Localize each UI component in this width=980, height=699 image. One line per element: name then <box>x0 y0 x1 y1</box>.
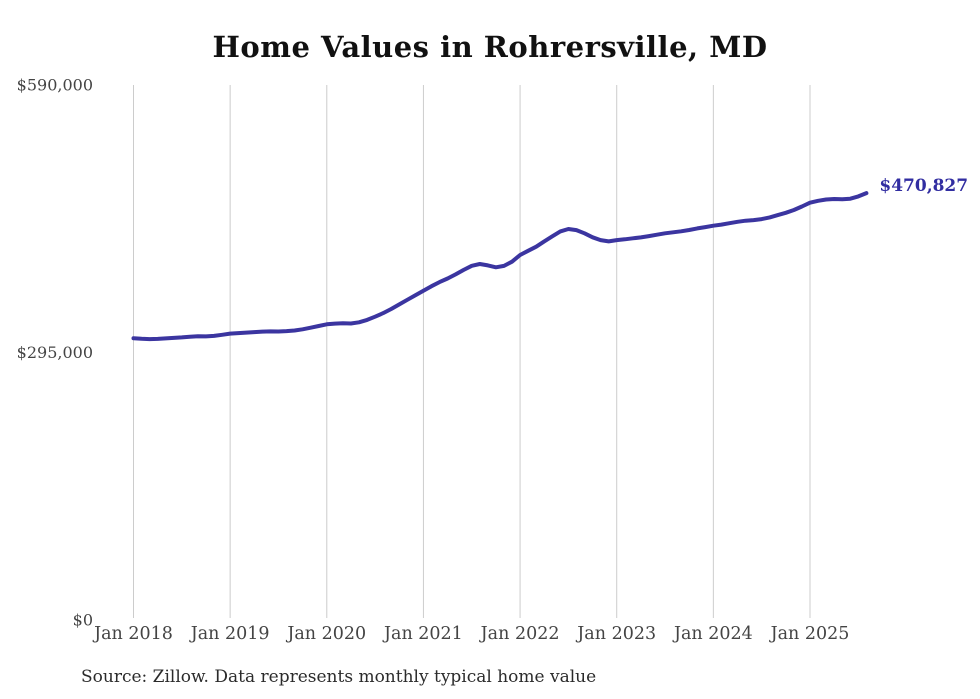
x-axis-tick-label: Jan 2018 <box>92 624 173 644</box>
x-axis-tick-label: Jan 2021 <box>382 624 463 644</box>
x-axis-tick-labels: Jan 2018 Jan 2019 Jan 2020 Jan 2021 Jan 2022… <box>92 624 849 644</box>
y-axis-tick-label: $295,000 <box>17 343 93 362</box>
chart-title: Home Values in Rohrersville, MD <box>212 30 768 64</box>
y-axis-tick-label: $590,000 <box>17 76 93 95</box>
y-axis-tick-labels: $590,000 $295,000 $0 <box>17 76 93 630</box>
source-note: Source: Zillow. Data represents monthly … <box>81 667 597 687</box>
latest-value-label: $470,827 <box>879 176 968 196</box>
x-axis-tick-label: Jan 2022 <box>479 624 560 644</box>
x-axis-tick-label: Jan 2024 <box>672 624 753 644</box>
gridlines <box>133 85 811 618</box>
y-axis-tick-label: $0 <box>73 611 93 630</box>
x-axis-tick-label: Jan 2023 <box>575 624 656 644</box>
home-values-line <box>131 191 869 342</box>
x-axis-tick-label: Jan 2019 <box>189 624 270 644</box>
x-axis-tick-label: Jan 2020 <box>285 624 366 644</box>
x-axis-tick-label: Jan 2025 <box>769 624 850 644</box>
